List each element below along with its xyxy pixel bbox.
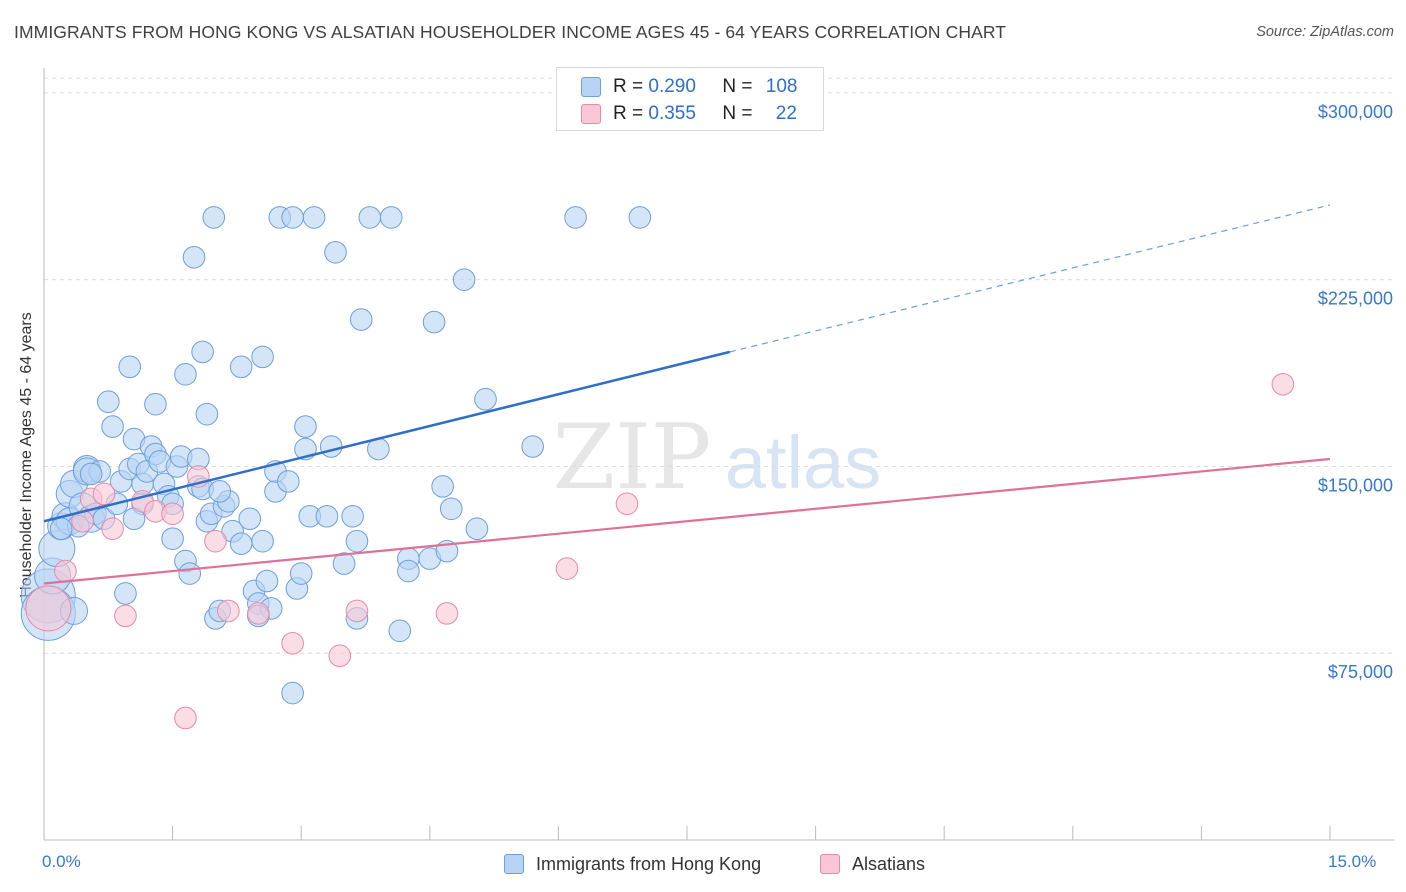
- legend-swatch-pink: [820, 854, 840, 874]
- n-value: 108: [765, 76, 798, 97]
- x-tick-label-max: 15.0%: [1328, 852, 1377, 871]
- hong-kong-point: [349, 308, 373, 331]
- alsatian-point: [25, 585, 72, 632]
- r-label: R =: [613, 103, 649, 124]
- alsatian-trend-line: [43, 457, 1331, 585]
- alsatian-point: [54, 559, 77, 583]
- legend-row-alsatians: R = 0.355 N = 22: [581, 102, 797, 126]
- legend-item-alsatians: Alsatians: [820, 852, 925, 876]
- r-value: 0.355: [648, 103, 696, 124]
- alsatian-point: [161, 502, 184, 526]
- hong-kong-point: [79, 462, 103, 486]
- hong-kong-point: [97, 390, 120, 414]
- hong-kong-point: [229, 532, 253, 555]
- hong-kong-point: [208, 480, 232, 503]
- hong-kong-point: [422, 310, 446, 334]
- alsatian-point: [1271, 372, 1295, 396]
- hong-kong-trend-line: [43, 350, 731, 523]
- hong-kong-point: [379, 206, 403, 229]
- n-value: 22: [775, 103, 797, 124]
- hong-kong-point: [161, 527, 184, 550]
- hong-kong-point: [564, 206, 587, 229]
- hong-kong-point: [289, 562, 313, 585]
- alsatian-point: [114, 604, 137, 628]
- hong-kong-point: [238, 507, 262, 531]
- alsatian-point: [615, 492, 639, 516]
- hong-kong-point: [315, 504, 339, 528]
- r-value: 0.290: [648, 76, 696, 97]
- legend-label: Immigrants from Hong Kong: [536, 853, 762, 874]
- y-tick-label: $225,000: [1318, 289, 1393, 309]
- watermark-atlas: atlas: [725, 421, 881, 504]
- hong-kong-point: [431, 475, 454, 498]
- hong-kong-point: [118, 355, 142, 379]
- hong-kong-point: [474, 387, 497, 411]
- hong-kong-point: [191, 340, 214, 364]
- legend-label: Alsatians: [852, 853, 926, 874]
- hong-kong-point: [144, 392, 167, 416]
- hong-kong-point: [324, 240, 347, 264]
- r-label: R =: [613, 76, 649, 97]
- hong-kong-trend-extension: [729, 204, 1331, 353]
- x-tick-label-min: 0.0%: [42, 852, 81, 871]
- hong-kong-point: [628, 206, 652, 229]
- alsatian-point: [281, 631, 304, 655]
- alsatian-point: [247, 602, 270, 625]
- correlation-legend: R = 0.290 N = 108 R = 0.355 N = 22: [556, 67, 824, 131]
- hong-kong-point: [294, 415, 317, 438]
- alsatian-point: [92, 482, 116, 506]
- alsatian-point: [174, 706, 197, 730]
- chart-title: IMMIGRANTS FROM HONG KONG VS ALSATIAN HO…: [14, 22, 1007, 42]
- legend-swatch-blue: [504, 854, 524, 874]
- hong-kong-point: [388, 619, 412, 643]
- hong-kong-point: [49, 517, 73, 541]
- n-label: N =: [722, 76, 758, 97]
- hong-kong-point: [178, 562, 202, 585]
- source-label: Source: ZipAtlas.com: [1256, 24, 1394, 40]
- legend-row-hong-kong: R = 0.290 N = 108: [581, 75, 797, 99]
- hong-kong-point: [174, 363, 197, 386]
- hong-kong-point: [251, 345, 274, 369]
- hong-kong-point: [319, 435, 343, 458]
- legend-swatch-blue: [581, 77, 601, 97]
- hong-kong-point: [302, 206, 326, 229]
- n-label: N =: [722, 103, 758, 124]
- legend-item-hong-kong: Immigrants from Hong Kong: [504, 852, 761, 876]
- hong-kong-point: [452, 268, 476, 291]
- y-tick-label: $75,000: [1328, 662, 1393, 682]
- alsatian-point: [217, 599, 240, 623]
- alsatian-point: [435, 602, 459, 625]
- hong-kong-point: [521, 435, 544, 458]
- hong-kong-point: [358, 206, 382, 229]
- hong-kong-point: [277, 470, 300, 493]
- hong-kong-point: [229, 355, 253, 379]
- hong-kong-point: [101, 415, 124, 438]
- y-tick-label: $300,000: [1318, 102, 1393, 122]
- hong-kong-point: [255, 569, 279, 593]
- hong-kong-point: [281, 206, 304, 229]
- hong-kong-point: [439, 497, 463, 521]
- y-tick-label: $150,000: [1318, 475, 1393, 495]
- hong-kong-point: [332, 552, 356, 575]
- alsatian-point: [555, 557, 579, 580]
- alsatian-point: [204, 529, 227, 553]
- hong-kong-point: [202, 206, 226, 229]
- watermark-zip: ZIP: [553, 405, 712, 510]
- legend-swatch-pink: [581, 104, 601, 124]
- hong-kong-point: [465, 517, 489, 541]
- alsatian-point: [101, 517, 124, 541]
- hong-kong-point: [182, 245, 206, 269]
- hong-kong-point: [251, 529, 274, 553]
- hong-kong-point: [195, 402, 219, 426]
- hong-kong-point: [281, 681, 304, 705]
- hong-kong-point: [397, 559, 420, 583]
- alsatian-point: [345, 599, 369, 623]
- hong-kong-point: [114, 582, 137, 605]
- hong-kong-point: [345, 529, 369, 553]
- hong-kong-point: [341, 504, 364, 528]
- alsatian-point: [328, 644, 352, 668]
